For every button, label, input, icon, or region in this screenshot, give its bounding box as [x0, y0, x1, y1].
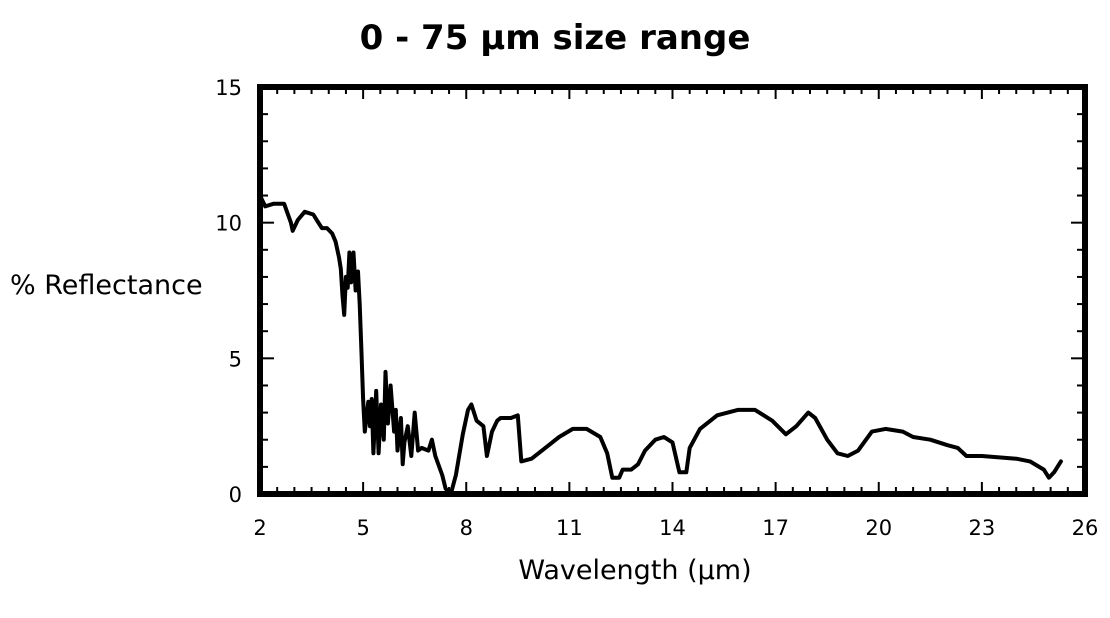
x-tick-label: 17	[762, 516, 789, 540]
x-tick-label: 14	[659, 516, 686, 540]
x-tick-label: 5	[356, 516, 369, 540]
tick-labels: 2 5 8 11 14 17 20 23 26 0 5 10 15	[215, 76, 1098, 540]
x-tick-label: 8	[460, 516, 473, 540]
series-line	[260, 196, 1061, 495]
x-tick-label: 23	[969, 516, 996, 540]
x-tick-label: 20	[865, 516, 892, 540]
y-tick-label: 10	[215, 212, 242, 236]
x-tick-label: 2	[253, 516, 266, 540]
y-tick-label: 5	[229, 347, 242, 371]
y-tick-label: 15	[215, 76, 242, 100]
x-tick-label: 11	[556, 516, 583, 540]
x-tick-label: 26	[1072, 516, 1099, 540]
y-tick-label: 0	[229, 483, 242, 507]
